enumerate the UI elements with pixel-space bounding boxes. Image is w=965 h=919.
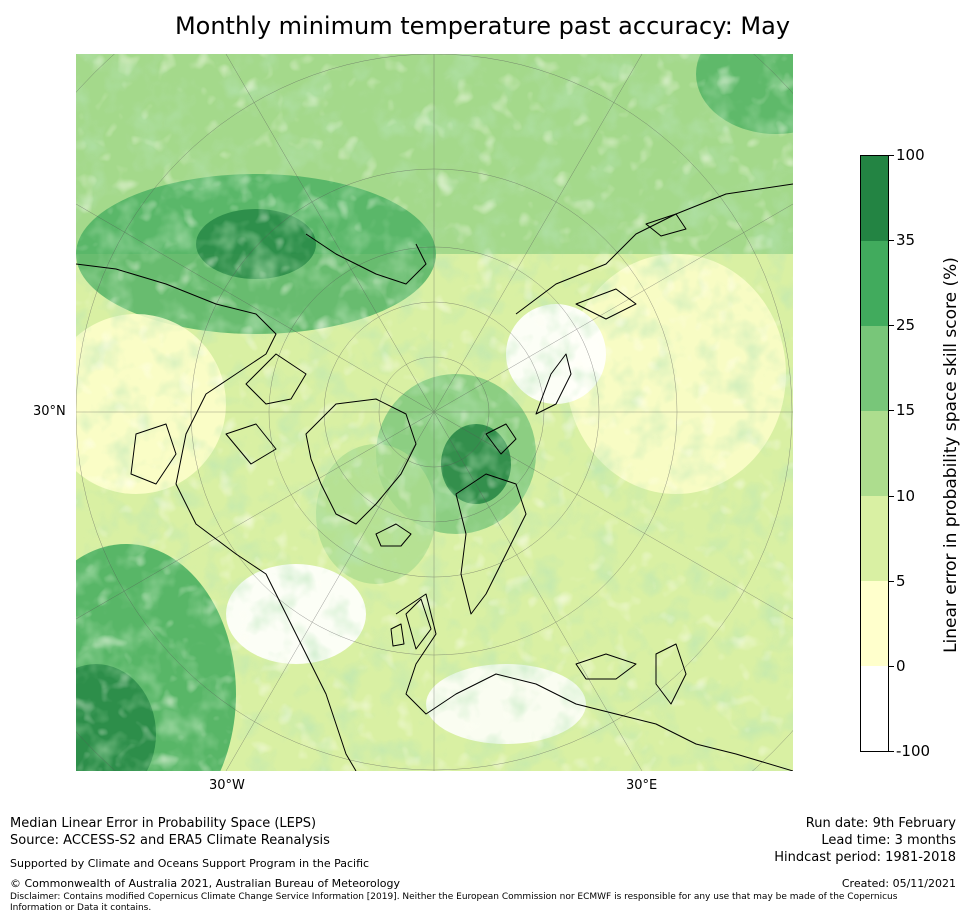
meridian [76, 203, 435, 413]
iceland [375, 523, 412, 547]
colorbar-tick [889, 665, 894, 667]
svalbard [485, 423, 517, 455]
black-sea [575, 653, 637, 680]
footer-source-line: Source: ACCESS-S2 and ERA5 Climate Reana… [10, 833, 330, 848]
graticule [76, 54, 793, 771]
colorbar-tick-label: 35 [896, 231, 916, 250]
footer-copyright: © Commonwealth of Australia 2021, Austra… [10, 877, 400, 890]
colorbar-tick [889, 325, 894, 327]
footer-disclaimer: Disclaimer: Contains modified Copernicus… [10, 892, 955, 914]
colorbar-tick-label: 100 [896, 146, 925, 164]
colorbar-segment [861, 496, 888, 581]
meridian [433, 411, 643, 771]
greenland-coast [305, 398, 417, 525]
colorbar-label: Linear error in probability space skill … [941, 257, 961, 653]
siberian-islands [575, 213, 687, 320]
meridian [225, 411, 435, 771]
disclaimer-line: Information or Data it contains. [10, 903, 152, 913]
alaska-coast [305, 233, 427, 285]
colorbar-tick-label: 15 [896, 401, 916, 420]
hudson-bay [130, 423, 177, 485]
colorbar-tick [889, 155, 894, 156]
colorbar-segment [861, 241, 888, 326]
caspian-sea [655, 643, 687, 705]
scandinavia-coast [455, 473, 527, 615]
coastlines [76, 183, 793, 771]
colorbar-tick-label: 25 [896, 316, 916, 335]
meridian [433, 203, 793, 413]
colorbar-tick [889, 751, 894, 752]
created-date: Created: 05/11/2021 [841, 877, 956, 890]
latitude-label-30n: 30°N [33, 404, 66, 419]
footer-leps-line: Median Linear Error in Probability Space… [10, 816, 317, 831]
footer-run-info: Run date: 9th February Lead time: 3 mont… [774, 815, 956, 866]
run-date: Run date: 9th February [805, 816, 956, 831]
colorbar-segment [861, 411, 888, 496]
colorbar-tick-label: 0 [896, 656, 906, 675]
colorbar-tick-label: 5 [896, 571, 906, 590]
british-isles [390, 598, 432, 650]
meridian [76, 411, 435, 620]
north-america-coast [76, 263, 357, 771]
colorbar-tick [889, 580, 894, 582]
polar-skill-map [76, 54, 793, 771]
colorbar-tick [889, 495, 894, 497]
novaya-zemlya [535, 353, 572, 415]
canadian-archipelago [225, 353, 307, 465]
colorbar-segment [861, 326, 888, 411]
chart-title: Monthly minimum temperature past accurac… [174, 12, 791, 40]
colorbar-segment [861, 581, 888, 666]
longitude-label-30e: 30°E [626, 778, 658, 793]
colorbar-tick [889, 240, 894, 242]
colorbar [860, 155, 889, 752]
meridian [433, 411, 793, 620]
colorbar-tick-label: -100 [896, 742, 931, 760]
meridian [433, 54, 643, 413]
colorbar-tick [889, 410, 894, 412]
footer-supported: Supported by Climate and Oceans Support … [10, 857, 370, 870]
meridian [225, 54, 435, 413]
longitude-label-30w: 30°W [209, 778, 245, 793]
colorbar-tick-label: 10 [896, 486, 916, 505]
lead-time: Lead time: 3 months [821, 833, 956, 848]
colorbar-segment [861, 666, 888, 751]
disclaimer-line: Disclaimer: Contains modified Copernicus… [10, 892, 898, 902]
siberia-coast [515, 183, 793, 315]
hindcast-period: Hindcast period: 1981-2018 [774, 850, 956, 865]
footer-method: Median Linear Error in Probability Space… [10, 815, 330, 849]
colorbar-segment [861, 156, 888, 241]
europe-coast [395, 593, 793, 771]
